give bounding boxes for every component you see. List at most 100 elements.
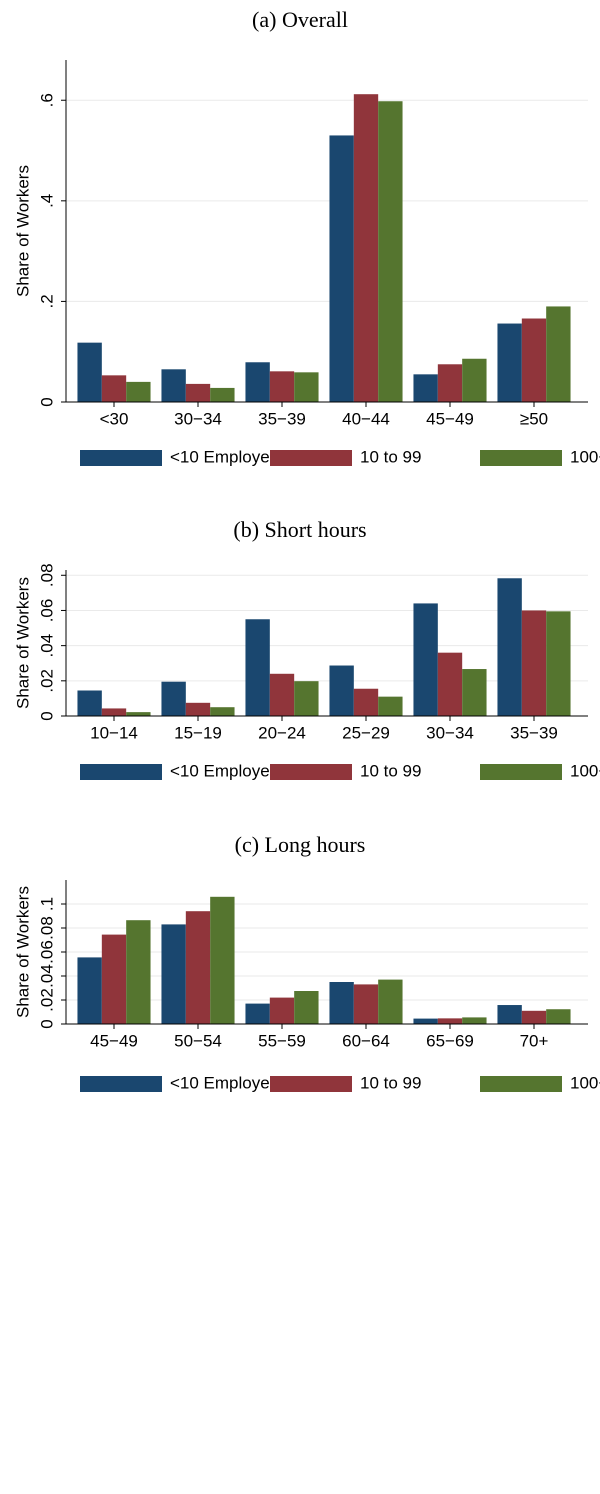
x-tick-label: 35−39 <box>258 409 306 428</box>
bar <box>413 374 438 402</box>
bar <box>185 383 211 402</box>
bar <box>294 681 319 716</box>
bar <box>77 342 102 402</box>
x-tick-label: 35−39 <box>510 723 558 742</box>
bar <box>437 652 463 716</box>
bar <box>437 1018 463 1024</box>
bar <box>546 611 571 716</box>
y-tick-label: .04 <box>37 634 56 658</box>
x-tick-label: 70+ <box>520 1031 549 1050</box>
bar <box>245 362 270 402</box>
y-tick-label: .08 <box>37 563 56 587</box>
legend-swatch <box>270 764 352 780</box>
bar <box>546 306 571 402</box>
bar <box>413 603 438 716</box>
legend-swatch <box>480 1076 562 1092</box>
y-tick-label: .08 <box>37 916 56 940</box>
legend-swatch <box>80 1076 162 1092</box>
bar <box>101 934 127 1024</box>
y-axis-label: Share of Workers <box>13 577 32 709</box>
chart-title: (a) Overall <box>252 7 348 32</box>
y-tick-label: .06 <box>37 940 56 964</box>
y-tick-label: 0 <box>37 1019 56 1028</box>
bar <box>210 896 235 1024</box>
bar <box>462 669 487 716</box>
bar <box>101 375 127 402</box>
legend-label: <10 Employees <box>170 1073 288 1092</box>
x-tick-label: 20−24 <box>258 723 306 742</box>
bar <box>245 1003 270 1024</box>
bar <box>329 135 354 403</box>
bar <box>378 696 403 716</box>
bar <box>378 979 403 1024</box>
x-tick-label: 45−49 <box>426 409 474 428</box>
bar <box>126 920 151 1024</box>
bar <box>185 702 211 716</box>
legend-label: 100+ <box>570 1073 600 1092</box>
x-tick-label: 45−49 <box>90 1031 138 1050</box>
legend-swatch <box>270 1076 352 1092</box>
bar <box>546 1009 571 1024</box>
legend-swatch <box>80 764 162 780</box>
legend-label: 10 to 99 <box>360 761 421 780</box>
y-tick-label: 0 <box>37 397 56 406</box>
y-tick-label: .04 <box>37 964 56 988</box>
bar <box>353 688 379 716</box>
y-tick-label: .06 <box>37 599 56 623</box>
bar <box>353 94 379 402</box>
legend-label: <10 Employees <box>170 447 288 466</box>
bar <box>294 372 319 402</box>
bar <box>462 1017 487 1024</box>
x-tick-label: 50−54 <box>174 1031 222 1050</box>
bar <box>497 323 522 402</box>
bar <box>462 358 487 402</box>
x-tick-label: 25−29 <box>342 723 390 742</box>
bar <box>210 387 235 402</box>
y-tick-label: .02 <box>37 988 56 1012</box>
x-tick-label: 10−14 <box>90 723 138 742</box>
bar <box>126 381 151 402</box>
bar <box>353 984 379 1024</box>
bar <box>77 957 102 1024</box>
bar <box>294 991 319 1024</box>
bar <box>269 997 295 1024</box>
bar <box>269 371 295 402</box>
bar <box>497 578 522 716</box>
x-tick-label: 55−59 <box>258 1031 306 1050</box>
x-tick-label: 15−19 <box>174 723 222 742</box>
bar <box>521 318 547 402</box>
bar <box>329 665 354 716</box>
x-tick-label: 30−34 <box>174 409 222 428</box>
legend-label: 10 to 99 <box>360 1073 421 1092</box>
bar <box>521 610 547 716</box>
bar <box>378 101 403 402</box>
legend-label: 10 to 99 <box>360 447 421 466</box>
bar <box>101 708 127 716</box>
chart-title: (b) Short hours <box>233 517 366 542</box>
bar <box>161 924 186 1024</box>
chart-title: (c) Long hours <box>235 832 366 857</box>
legend-label: 100+ <box>570 447 600 466</box>
y-tick-label: .6 <box>37 93 56 107</box>
legend-swatch <box>480 450 562 466</box>
legend-swatch <box>480 764 562 780</box>
bar <box>329 982 354 1024</box>
legend-swatch <box>270 450 352 466</box>
bar <box>161 369 186 402</box>
y-axis-label: Share of Workers <box>13 165 32 297</box>
x-tick-label: 60−64 <box>342 1031 390 1050</box>
bar <box>77 690 102 716</box>
x-tick-label: <30 <box>100 409 129 428</box>
bar <box>497 1005 522 1024</box>
bar <box>126 712 151 716</box>
y-tick-label: 0 <box>37 711 56 720</box>
y-tick-label: .4 <box>37 194 56 208</box>
legend-label: 100+ <box>570 761 600 780</box>
bar <box>269 673 295 716</box>
y-tick-label: .1 <box>37 897 56 911</box>
y-tick-label: .02 <box>37 669 56 693</box>
bar <box>161 681 186 716</box>
bar <box>185 911 211 1024</box>
x-tick-label: 40−44 <box>342 409 390 428</box>
